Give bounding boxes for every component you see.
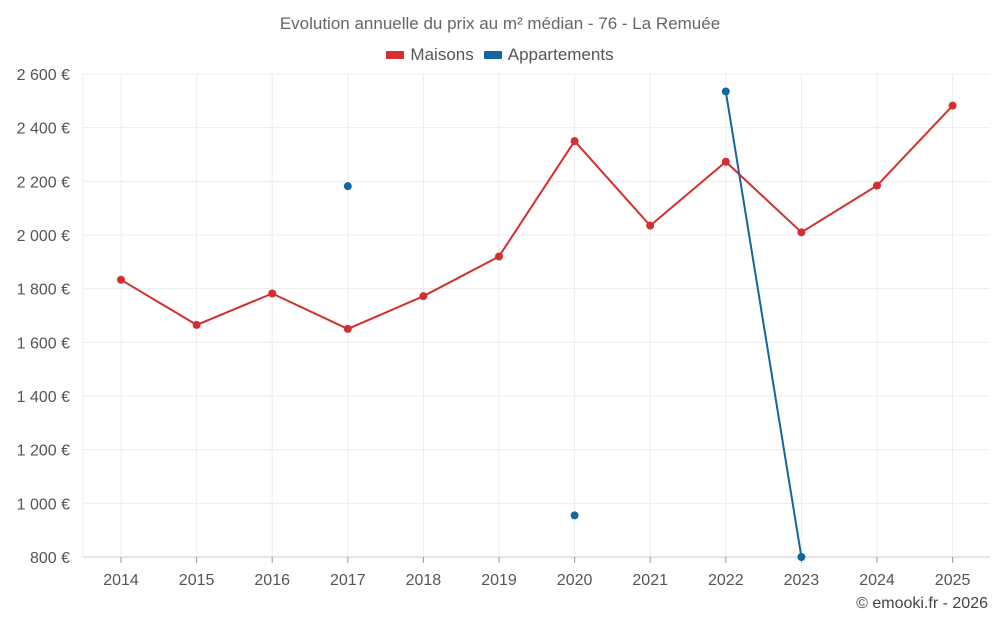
data-point-maisons-2021 [646,221,655,230]
series-segment-maisons [498,140,576,258]
x-tick-label: 2022 [708,572,744,589]
series-segment-maisons [573,140,652,227]
y-tick-label: 2 200 € [17,174,70,191]
legend-item-maisons[interactable]: Maisons [386,45,474,65]
series-segment-maisons [120,278,198,326]
y-tick-label: 1 000 € [17,496,70,513]
legend-swatch-appartements [483,51,502,59]
y-tick-label: 1 400 € [17,389,70,406]
chart-title: Evolution annuelle du prix au m² médian … [279,14,721,33]
data-point-maisons-2022 [721,157,730,166]
x-tick-label: 2016 [254,572,290,589]
y-tick-label: 800 € [30,550,70,567]
x-tick-label: 2024 [859,572,895,589]
data-point-maisons-2023 [797,228,806,237]
data-point-appartements-2020 [570,511,579,520]
series-segment-maisons [800,184,878,234]
x-tick-label: 2020 [557,572,593,589]
copyright-credit: © emooki.fr - 2026 [856,595,988,612]
y-tick-label: 2 600 € [17,67,70,84]
data-point-maisons-2025 [948,101,957,110]
data-point-maisons-2014 [117,275,125,284]
series-segment-maisons [195,292,274,326]
series-segment-appartements [724,90,803,558]
x-tick-label: 2014 [103,572,139,589]
chart-legend: Maisons Appartements [0,45,1000,65]
x-tick-label: 2015 [179,572,215,589]
x-tick-label: 2019 [481,572,517,589]
x-tick-label: 2023 [784,572,820,589]
data-point-maisons-2017 [343,324,352,333]
data-point-maisons-2018 [419,292,428,301]
y-tick-label: 1 800 € [17,282,70,299]
data-point-appartements-2022 [721,87,730,96]
y-tick-label: 1 600 € [17,335,70,352]
data-point-appartements-2017 [343,182,352,191]
legend-label-appartements: Appartements [507,45,614,64]
series-segment-maisons [876,104,954,187]
x-tick-label: 2021 [632,572,668,589]
data-point-appartements-2023 [797,553,806,561]
data-point-maisons-2024 [873,181,881,190]
series-segment-maisons [649,160,727,227]
x-tick-label: 2017 [330,572,366,589]
y-tick-label: 2 000 € [17,228,70,245]
series-segment-maisons [271,292,349,330]
series-segment-maisons [422,255,500,298]
series-segment-maisons [724,160,803,234]
legend-label-maisons: Maisons [410,45,474,64]
legend-swatch-maisons [386,51,405,59]
x-tick-label: 2018 [406,572,442,589]
legend-item-appartements[interactable]: Appartements [483,45,614,65]
data-point-maisons-2015 [192,320,201,329]
series-segment-maisons [346,295,425,330]
y-tick-label: 2 400 € [17,121,70,138]
data-point-maisons-2019 [495,252,503,261]
data-point-maisons-2020 [570,137,579,146]
y-tick-label: 1 200 € [17,443,70,460]
x-tick-label: 2025 [935,572,971,589]
data-point-maisons-2016 [268,289,277,298]
